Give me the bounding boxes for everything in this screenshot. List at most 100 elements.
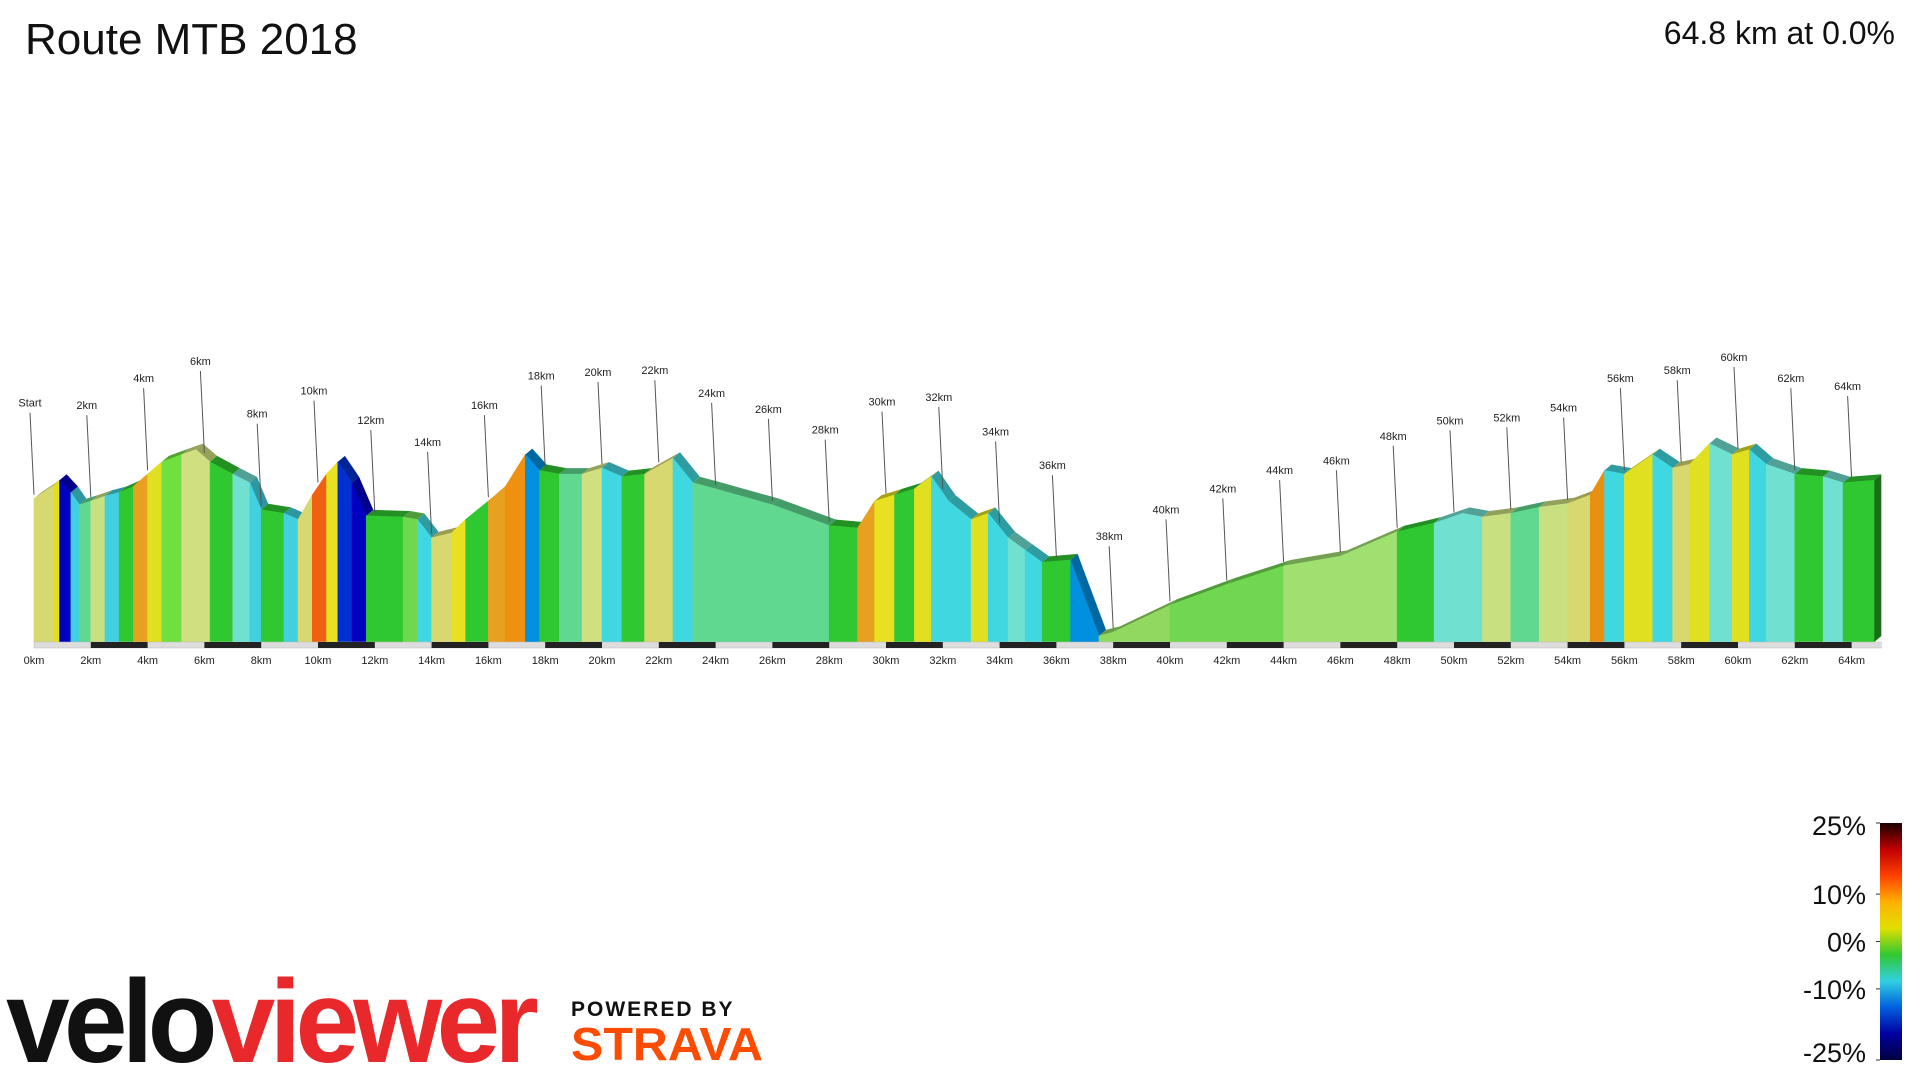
segment-top	[59, 474, 78, 493]
marker-label: 4km	[133, 373, 154, 385]
segment-top	[181, 443, 203, 455]
segment-top	[1732, 443, 1757, 455]
segment	[1624, 454, 1654, 643]
x-tick-label: 44km	[1270, 655, 1297, 667]
marker-label: 16km	[471, 400, 498, 412]
marker-label: 42km	[1209, 483, 1236, 495]
segment	[90, 495, 106, 643]
segment-top	[210, 455, 240, 475]
segment	[1538, 503, 1568, 643]
x-tick-label: 60km	[1725, 655, 1752, 667]
base-band	[886, 642, 943, 648]
logo-viewer: viewer	[212, 956, 538, 1080]
x-tick-label: 52km	[1497, 655, 1524, 667]
segment	[692, 482, 716, 643]
segment	[1567, 494, 1591, 643]
segment-top	[971, 507, 996, 520]
segment	[249, 482, 262, 643]
logo: veloviewer POWERED BY STRAVA	[6, 956, 763, 1080]
segment-top	[874, 489, 902, 502]
segment-top	[1340, 525, 1405, 557]
segment-top	[1567, 489, 1598, 504]
x-tick-label: 6km	[194, 655, 215, 667]
x-tick-label: 34km	[986, 655, 1013, 667]
colorbar	[1880, 823, 1902, 1060]
segment	[1732, 449, 1750, 643]
segment-top	[931, 470, 956, 502]
segment-top	[1482, 507, 1518, 518]
segment-top	[1226, 560, 1291, 585]
marker-line	[1449, 430, 1455, 513]
segment	[133, 473, 148, 643]
marker-label: 26km	[755, 404, 782, 416]
segment-top	[1434, 507, 1470, 524]
marker-label: Start	[18, 398, 41, 410]
segment	[525, 453, 540, 643]
x-tick-label: 14km	[418, 655, 445, 667]
chart-subtitle: 64.8 km at 0.0%	[1664, 15, 1895, 51]
segment-top	[1794, 468, 1831, 477]
segment-top	[161, 448, 189, 462]
segment	[104, 492, 120, 643]
base-band	[658, 642, 716, 648]
segment	[1652, 454, 1673, 643]
segment-top	[232, 468, 257, 483]
marker-label: 30km	[869, 397, 896, 409]
marker-line	[711, 402, 717, 485]
color-scale: 25% 10% 0% -10% -25%	[1803, 811, 1902, 1068]
segment	[1672, 464, 1691, 643]
segment	[70, 491, 80, 643]
base-strip	[33, 641, 1882, 649]
colorbar-tick-label: -25%	[1803, 1038, 1866, 1068]
x-tick-label: 24km	[702, 655, 729, 667]
segment	[1709, 443, 1733, 643]
segment	[1433, 512, 1463, 643]
segment-top	[1604, 464, 1632, 475]
segment-top	[644, 452, 680, 475]
segment	[1226, 565, 1284, 643]
base-band	[772, 642, 830, 648]
x-tick-label: 12km	[361, 655, 388, 667]
marker-line	[370, 430, 376, 513]
segment-top	[829, 519, 865, 529]
base-band	[318, 642, 375, 648]
segment	[1462, 513, 1483, 643]
marker-label: 52km	[1493, 412, 1520, 424]
segment-top	[195, 443, 218, 462]
segment-top	[1672, 458, 1697, 469]
base-band	[204, 642, 262, 648]
segment	[1007, 537, 1026, 643]
marker-line	[1108, 546, 1114, 629]
x-tick-label: 26km	[759, 655, 786, 667]
marker-label: 36km	[1039, 460, 1066, 472]
segment-end	[1874, 474, 1882, 642]
x-tick-label: 30km	[873, 655, 900, 667]
segment	[195, 449, 211, 643]
marker-line	[1051, 475, 1057, 558]
marker-label: 14km	[414, 437, 441, 449]
marker-label: 44km	[1266, 465, 1293, 477]
marker-label: 54km	[1550, 403, 1577, 415]
marker-label: 58km	[1664, 365, 1691, 377]
marker-line	[1847, 396, 1853, 479]
marker-line	[256, 423, 262, 506]
segment	[488, 485, 506, 643]
x-axis: 0km 2km 4km 6km 8km 10km 12km 14km 16km 18km 20km 2…	[24, 641, 1882, 667]
segment-top	[1539, 497, 1575, 508]
segment-top	[1170, 578, 1234, 606]
x-tick-label: 46km	[1327, 655, 1354, 667]
marker-label: 10km	[301, 386, 328, 398]
segment-top	[525, 448, 547, 471]
x-tick-label: 8km	[251, 655, 272, 667]
base-band	[1113, 642, 1170, 648]
marker-line	[540, 385, 546, 468]
powered-by: POWERED BY	[571, 998, 735, 1021]
segment	[181, 449, 197, 643]
segment-top	[79, 495, 98, 505]
segment	[365, 515, 404, 643]
x-tick-label: 56km	[1611, 655, 1638, 667]
segment	[1340, 531, 1398, 643]
x-tick-label: 28km	[816, 655, 843, 667]
segment-top	[1510, 501, 1547, 514]
segment	[505, 453, 526, 643]
